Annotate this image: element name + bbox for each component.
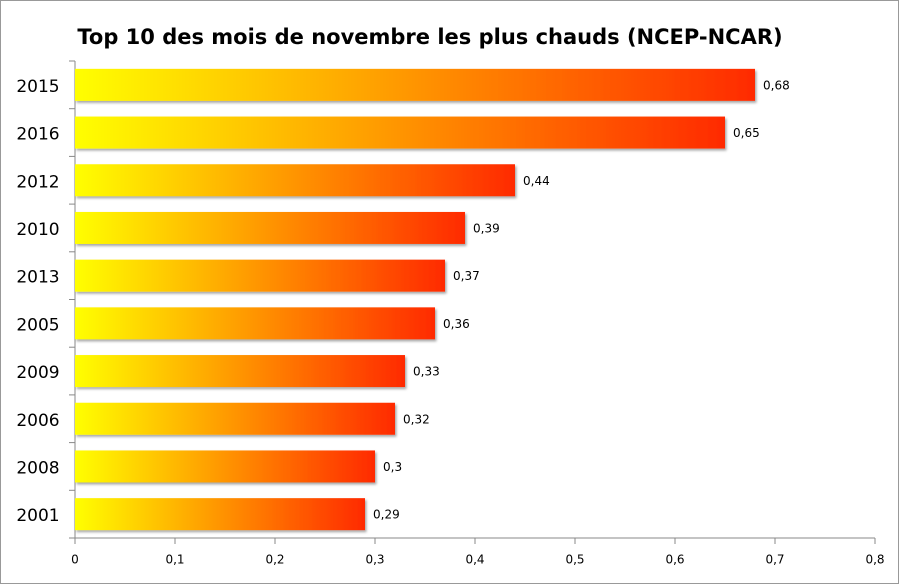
y-tick-label: 2016 [16,125,59,145]
data-label: 0,29 [373,508,400,522]
x-tick-label: 0,2 [265,553,284,567]
y-tick-label: 2001 [16,506,59,526]
x-tick-label: 0,3 [365,553,384,567]
bar [75,450,375,483]
y-tick-label: 2010 [16,220,59,240]
x-tick-label: 0,1 [165,553,184,567]
chart-title: Top 10 des mois de novembre les plus cha… [77,25,782,49]
data-label: 0,44 [523,174,550,188]
y-tick-label: 2012 [16,172,59,192]
bar [75,211,465,244]
y-tick-label: 2015 [16,77,59,97]
bar [75,307,435,340]
y-tick-label: 2009 [16,363,59,383]
data-label: 0,33 [413,365,440,379]
data-label: 0,65 [733,126,760,140]
x-tick-label: 0,7 [765,553,784,567]
bar [75,164,515,197]
data-label: 0,39 [473,221,500,235]
y-tick-label: 2013 [16,268,59,288]
bar [75,68,755,101]
data-label: 0,36 [443,317,470,331]
y-tick-label: 2008 [16,458,59,478]
data-label: 0,37 [453,269,480,283]
x-tick-label: 0,6 [665,553,684,567]
data-label: 0,32 [403,412,430,426]
bar [75,259,445,292]
data-label: 0,3 [383,460,402,474]
bar [75,116,725,149]
x-tick-label: 0,8 [865,553,884,567]
bar [75,355,405,388]
bar [75,402,395,435]
y-tick-label: 2005 [16,315,59,335]
y-tick-label: 2006 [16,411,59,431]
x-tick-label: 0,4 [465,553,484,567]
x-tick-label: 0,5 [565,553,584,567]
data-label: 0,68 [763,78,790,92]
bar [75,498,365,531]
x-tick-label: 0 [71,553,79,567]
